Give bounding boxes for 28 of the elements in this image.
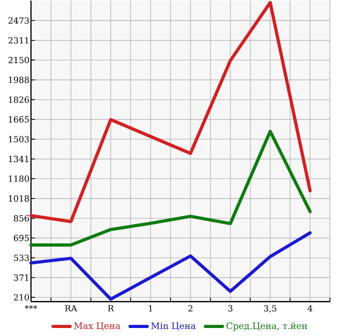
y-tick-label: 2311 xyxy=(8,37,28,44)
x-tick-label: *** xyxy=(24,305,38,310)
y-tick-label: 1341 xyxy=(8,156,28,162)
y-tick-label: 210 xyxy=(14,294,29,301)
y-tick-label: 1665 xyxy=(8,116,29,123)
y-tick-label: 2473 xyxy=(8,18,29,24)
y-tick-label: 1988 xyxy=(8,76,29,84)
y-tick-label: 1180 xyxy=(8,176,29,182)
x-tick-label: 2 xyxy=(188,305,192,312)
legend-label: Max Цена xyxy=(74,322,120,331)
y-tick-label: 533 xyxy=(14,254,29,262)
line-series xyxy=(29,130,312,247)
legend-label: Min Цена xyxy=(151,322,196,331)
x-tick-label: 3 xyxy=(228,305,232,312)
y-tick-label: 1018 xyxy=(8,195,29,202)
y-tick-label: 1503 xyxy=(8,136,29,143)
x-tick-label: 4 xyxy=(308,305,312,312)
line-series xyxy=(29,231,312,301)
x-tick-label: 1 xyxy=(148,305,152,312)
x-tick-label: RA xyxy=(65,305,78,312)
y-tick-label: 856 xyxy=(14,215,29,222)
x-tick-label: R xyxy=(108,305,114,312)
y-tick-label: 2150 xyxy=(8,57,29,64)
x-tick-label: 3,5 xyxy=(264,305,276,313)
y-tick-label: 1826 xyxy=(8,96,29,104)
legend-label: Сред.Цена, т.йен xyxy=(226,322,308,332)
y-tick-label: 371 xyxy=(14,274,28,282)
y-tick-label: 695 xyxy=(14,235,29,242)
